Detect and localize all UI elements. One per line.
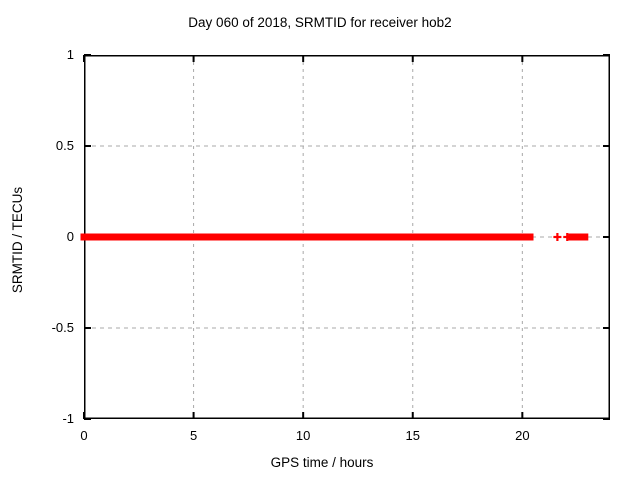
y-tick-label-1: 1 [66, 47, 74, 62]
x-tick-label-10: 10 [295, 428, 311, 443]
y-tick-label-0: 0 [66, 229, 74, 244]
data-segment [172, 233, 196, 241]
x-tick-label-20: 20 [515, 428, 530, 443]
y-tick-label-m0p5: -0.5 [51, 320, 74, 335]
x-tick-label-15: 15 [405, 428, 420, 443]
x-tick-label-0: 0 [80, 428, 88, 443]
plot-area [80, 54, 610, 420]
x-tick-label-5: 5 [189, 428, 198, 443]
data-segment [568, 233, 589, 241]
data-segment [192, 233, 238, 241]
data-segment [456, 233, 534, 241]
data-segment [235, 233, 459, 241]
chart-title: Day 060 of 2018, SRMTID for receiver hob… [188, 15, 452, 30]
y-tick-label-0p5: 0.5 [55, 138, 74, 153]
data-segment [80, 233, 177, 241]
x-axis-label: GPS time / hours [270, 455, 374, 470]
y-tick-label-m1: -1 [62, 411, 74, 426]
